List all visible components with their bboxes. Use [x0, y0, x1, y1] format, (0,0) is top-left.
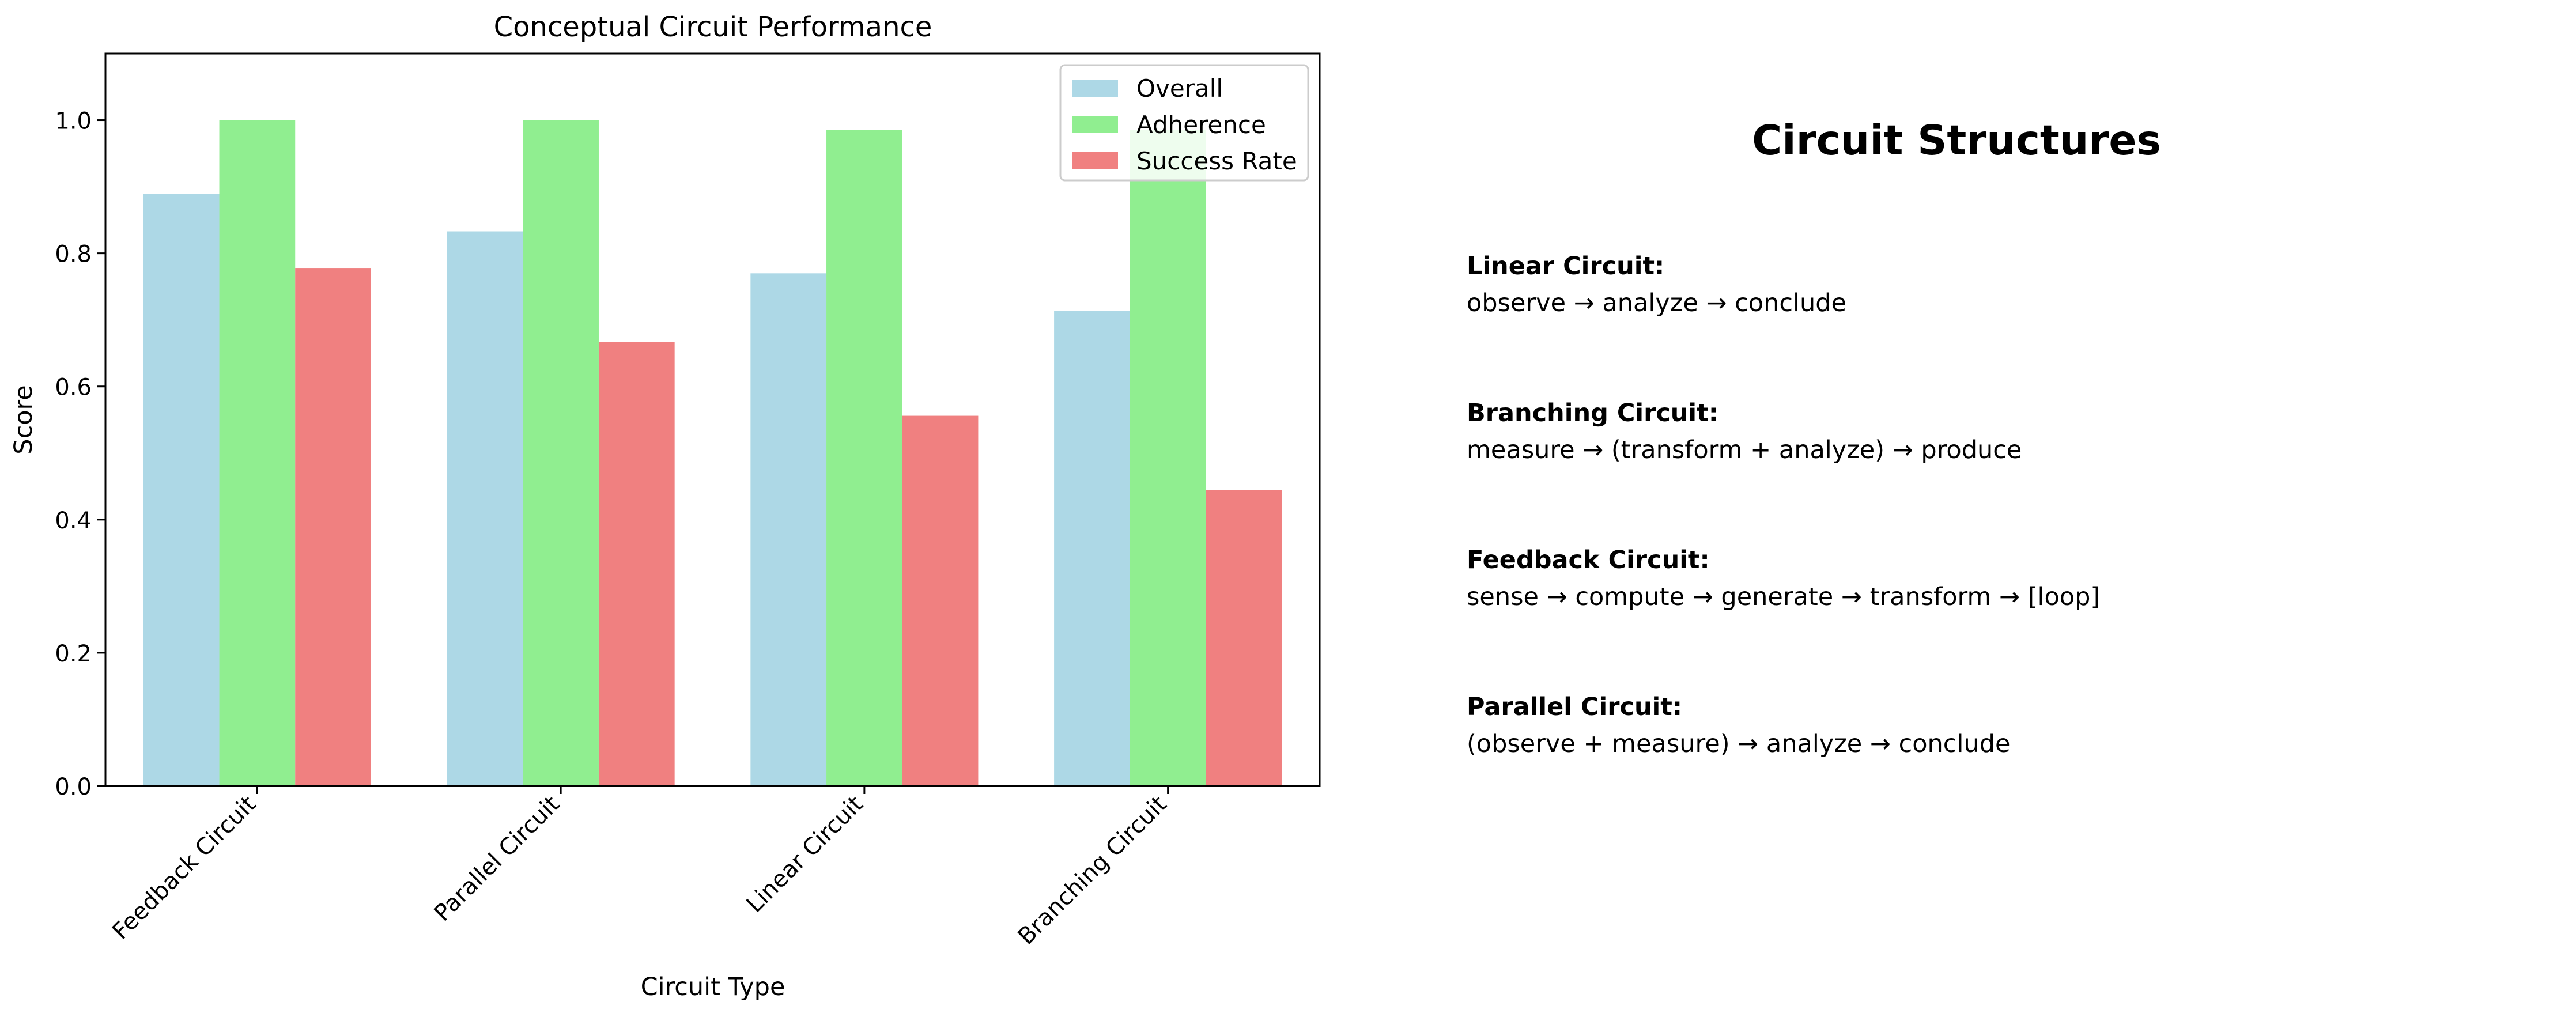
axes-frame	[104, 52, 1321, 787]
legend-box	[1059, 64, 1309, 182]
legend: Overall Adherence Success Rate	[1059, 64, 1309, 182]
bar-adherence-3	[1130, 130, 1206, 786]
entry-name: Linear Circuit:	[1467, 252, 1665, 281]
x-axis-label: Circuit Type	[641, 973, 785, 1001]
entry-parallel-circuit: Parallel Circuit: (observe + measure) → …	[1467, 689, 2504, 762]
bar-overall-2	[750, 273, 827, 786]
y-tick-label: 1.0	[55, 108, 92, 135]
bar-adherence-0	[219, 120, 296, 786]
bar-success-rate-2	[902, 415, 979, 786]
chart-title: Conceptual Circuit Performance	[494, 11, 932, 43]
bars-layer	[143, 120, 1282, 786]
entry-name: Feedback Circuit:	[1467, 546, 1710, 574]
legend-swatch	[1072, 80, 1118, 97]
panel-title: Circuit Structures	[1752, 116, 2161, 164]
y-tick-label: 0.4	[55, 508, 92, 534]
legend-swatch	[1072, 152, 1118, 169]
legend-entry: Success Rate	[1136, 147, 1297, 175]
legend-entry: Overall	[1136, 74, 1223, 103]
entry-flow: observe → analyze → conclude	[1467, 289, 1846, 317]
bar-overall-3	[1054, 311, 1130, 786]
entry-flow: measure → (transform + analyze) → produc…	[1467, 436, 2022, 464]
y-tick-label: 0.6	[55, 375, 92, 401]
entry-flow: sense → compute → generate → transform →…	[1467, 583, 2101, 611]
y-axis-label: Score	[9, 385, 38, 454]
entry-branching-circuit: Branching Circuit: measure → (transform …	[1467, 395, 2504, 468]
bar-adherence-1	[523, 120, 599, 786]
legend-entry: Adherence	[1136, 111, 1266, 139]
entry-linear-circuit: Linear Circuit: observe → analyze → conc…	[1467, 248, 2504, 322]
entry-flow: (observe + measure) → analyze → conclude	[1467, 729, 2011, 758]
y-tick-label: 0.0	[55, 774, 92, 800]
bar-adherence-2	[826, 130, 902, 786]
entry-name: Parallel Circuit:	[1467, 693, 1683, 721]
x-tick-label: Parallel Circuit	[429, 791, 565, 927]
performance-chart: Conceptual Circuit Performance 0.0 0.2 0.4…	[9, 11, 1321, 1001]
x-tick-label: Linear Circuit	[741, 791, 868, 918]
x-tick-label: Feedback Circuit	[107, 791, 261, 945]
y-tick-label: 0.8	[55, 241, 92, 268]
bar-success-rate-1	[598, 342, 675, 786]
legend-swatch	[1072, 116, 1118, 133]
entry-feedback-circuit: Feedback Circuit: sense → compute → gene…	[1467, 542, 2504, 615]
bar-success-rate-0	[295, 268, 371, 786]
bar-success-rate-3	[1206, 490, 1282, 786]
bar-overall-0	[143, 194, 220, 786]
y-tick-label: 0.2	[55, 641, 92, 667]
circuit-structures-panel: Circuit Structures Linear Circuit: obser…	[1467, 0, 2562, 1017]
bar-overall-1	[447, 231, 523, 786]
entry-name: Branching Circuit:	[1467, 399, 1718, 428]
x-tick-label: Branching Circuit	[1013, 791, 1172, 950]
